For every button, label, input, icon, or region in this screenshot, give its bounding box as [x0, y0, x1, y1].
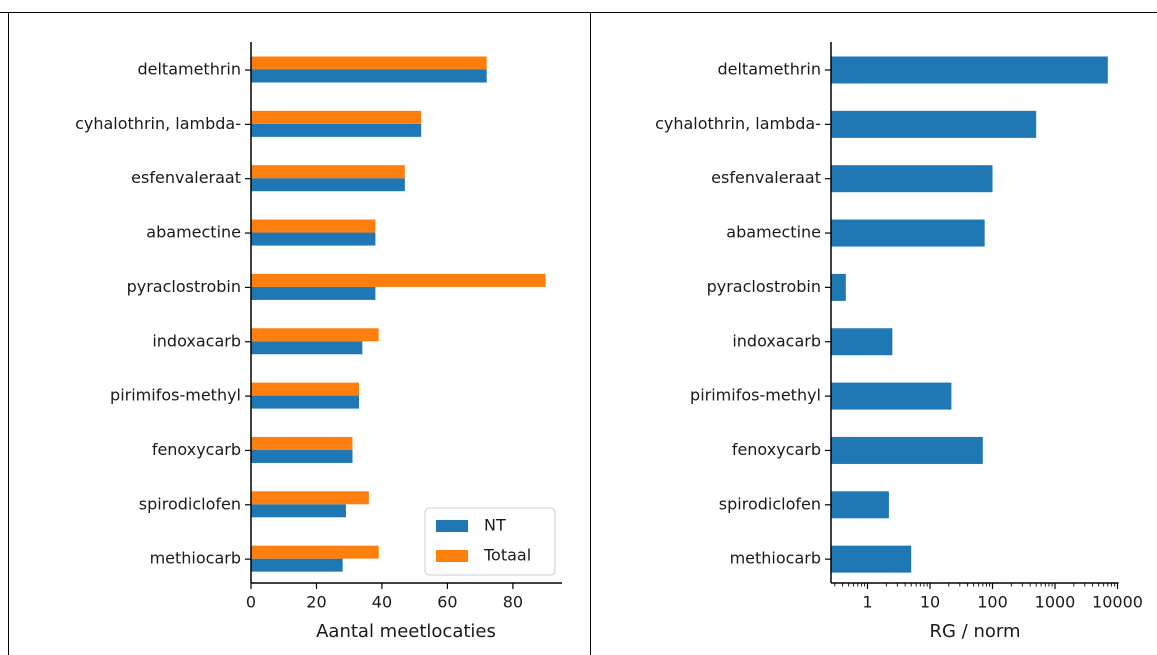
x-tick-label: 1 — [862, 593, 872, 612]
bar-totaal — [251, 273, 546, 287]
x-tick-label: 100 — [977, 593, 1008, 612]
y-tick-label: abamectine — [146, 223, 241, 242]
x-tick-label: 20 — [306, 593, 326, 612]
bar-rg-norm — [831, 110, 1037, 138]
y-tick-label: cyhalothrin, lambda- — [75, 114, 241, 133]
x-tick-label: 10000 — [1092, 593, 1143, 612]
bar-totaal — [251, 56, 487, 70]
y-tick-label: methiocarb — [730, 549, 821, 568]
chart-panel-left: deltamethrin cyhalothrin, lambda-esfenval… — [75, 42, 562, 642]
bar-totaal — [251, 491, 369, 505]
y-tick-label: deltamethrin — [137, 60, 241, 79]
bar-nt — [251, 341, 363, 355]
legend-swatch-totaal — [436, 550, 468, 562]
y-tick-label: indoxacarb — [152, 331, 241, 350]
legend-label-nt: NT — [484, 516, 506, 535]
bar-nt — [251, 504, 346, 518]
bar-rg-norm — [831, 56, 1108, 84]
x-tick-label: 80 — [503, 593, 523, 612]
y-tick-label: esfenvaleraat — [711, 168, 821, 187]
legend-swatch-nt — [436, 520, 468, 532]
x-axis-label: Aantal meetlocaties — [316, 621, 496, 642]
x-tick-label: 1000 — [1035, 593, 1076, 612]
bar-rg-norm — [831, 545, 912, 573]
bar-totaal — [251, 328, 379, 342]
bar-totaal — [251, 110, 422, 124]
chart-panel-right: deltamethrin cyhalothrin, lambda-esfenval… — [655, 42, 1143, 642]
y-tick-label: abamectine — [726, 223, 821, 242]
x-tick-label: 10 — [920, 593, 940, 612]
bar-nt — [251, 558, 343, 572]
y-tick-label: pyraclostrobin — [707, 277, 821, 296]
y-tick-label: methiocarb — [150, 549, 241, 568]
bar-rg-norm — [831, 382, 952, 410]
panel-frame — [0, 12, 1157, 655]
bar-rg-norm — [831, 328, 893, 356]
y-tick-label: spirodiclofen — [719, 494, 821, 513]
bar-totaal — [251, 165, 405, 179]
bar-rg-norm — [831, 436, 983, 464]
bar-nt — [251, 286, 376, 300]
bar-nt — [251, 178, 405, 192]
y-tick-label: pirimifos-methyl — [110, 386, 241, 405]
bar-totaal — [251, 436, 353, 450]
legend: NT Totaal — [424, 507, 556, 576]
y-tick-label: pirimifos-methyl — [690, 386, 821, 405]
y-tick-label: indoxacarb — [732, 331, 821, 350]
legend-label-totaal: Totaal — [483, 546, 531, 565]
bar-totaal — [251, 219, 376, 233]
y-tick-label: spirodiclofen — [139, 494, 241, 513]
x-axis-label: RG / norm — [929, 621, 1020, 642]
bar-rg-norm — [831, 273, 846, 301]
bar-nt — [251, 69, 487, 83]
bar-rg-norm — [831, 491, 889, 519]
bar-nt — [251, 232, 376, 246]
y-tick-label: fenoxycarb — [732, 440, 821, 459]
bar-totaal — [251, 382, 360, 396]
y-tick-label: fenoxycarb — [152, 440, 241, 459]
bar-rg-norm — [831, 165, 993, 193]
y-tick-label: deltamethrin — [717, 60, 821, 79]
y-tick-label: cyhalothrin, lambda- — [655, 114, 821, 133]
y-tick-label: esfenvaleraat — [131, 168, 241, 187]
y-tick-label: pyraclostrobin — [127, 277, 241, 296]
x-tick-label: 40 — [372, 593, 392, 612]
bar-nt — [251, 123, 422, 137]
bar-totaal — [251, 545, 379, 559]
bar-nt — [251, 449, 353, 463]
x-tick-label: 60 — [437, 593, 457, 612]
x-tick-label: 0 — [246, 593, 256, 612]
bar-nt — [251, 395, 360, 409]
bar-rg-norm — [831, 219, 985, 247]
